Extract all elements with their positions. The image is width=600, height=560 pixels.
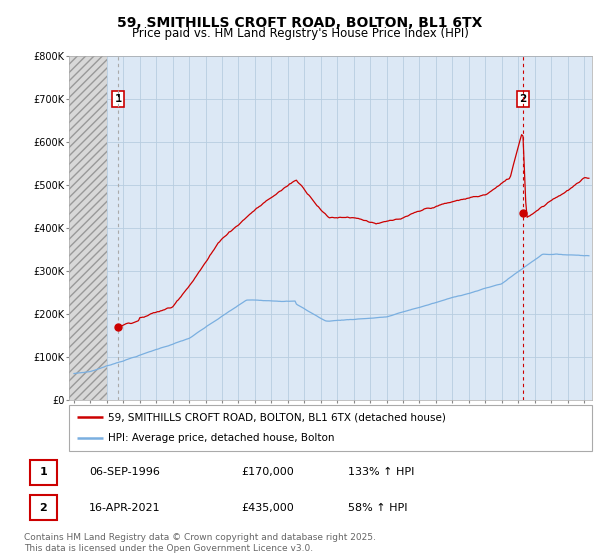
Text: 16-APR-2021: 16-APR-2021 [89,503,160,513]
Text: 1: 1 [115,94,122,104]
FancyBboxPatch shape [29,495,57,520]
FancyBboxPatch shape [69,405,592,451]
Text: £170,000: £170,000 [241,467,294,477]
Text: 58% ↑ HPI: 58% ↑ HPI [348,503,408,513]
Text: 59, SMITHILLS CROFT ROAD, BOLTON, BL1 6TX (detached house): 59, SMITHILLS CROFT ROAD, BOLTON, BL1 6T… [108,412,446,422]
FancyBboxPatch shape [29,460,57,484]
Text: Contains HM Land Registry data © Crown copyright and database right 2025.
This d: Contains HM Land Registry data © Crown c… [24,533,376,553]
Text: 133% ↑ HPI: 133% ↑ HPI [348,467,415,477]
Text: 2: 2 [519,94,526,104]
Text: 2: 2 [40,503,47,513]
Text: 06-SEP-1996: 06-SEP-1996 [89,467,160,477]
Text: HPI: Average price, detached house, Bolton: HPI: Average price, detached house, Bolt… [108,433,335,444]
Text: Price paid vs. HM Land Registry's House Price Index (HPI): Price paid vs. HM Land Registry's House … [131,27,469,40]
Text: £435,000: £435,000 [241,503,294,513]
Bar [69,56,107,400]
Text: 59, SMITHILLS CROFT ROAD, BOLTON, BL1 6TX: 59, SMITHILLS CROFT ROAD, BOLTON, BL1 6T… [118,16,482,30]
Text: 1: 1 [40,467,47,477]
